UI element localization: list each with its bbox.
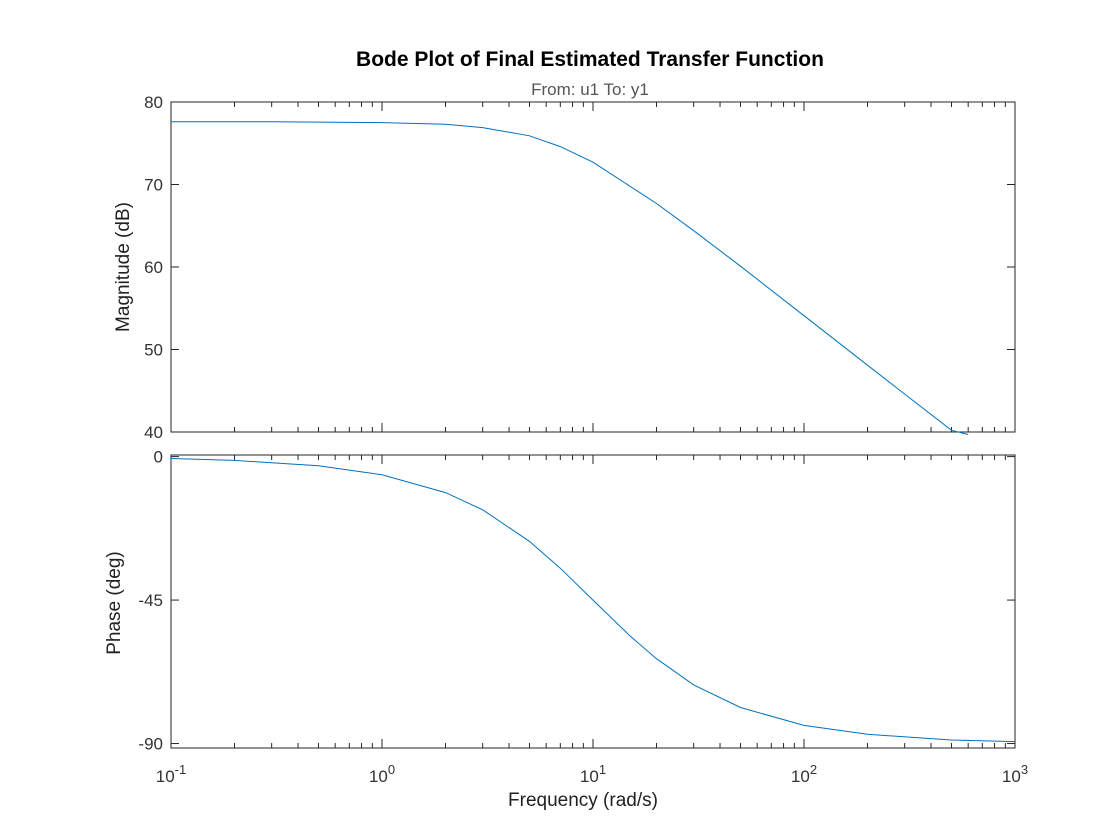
- x-tick-label: 100: [369, 762, 395, 786]
- phase-ytick-label: 0: [154, 448, 163, 467]
- magnitude-series-line: [171, 121, 969, 435]
- x-tick-exponent: 1: [599, 762, 606, 777]
- x-tick-label: 101: [580, 762, 606, 786]
- x-tick-label: 103: [1002, 762, 1028, 786]
- magnitude-ytick-label: 60: [144, 258, 163, 277]
- x-tick-exponent: -1: [175, 762, 187, 777]
- phase-axis-label: Phase (deg): [104, 551, 125, 655]
- x-tick-label: 102: [791, 762, 817, 786]
- phase-axes-frame: [170, 454, 1016, 749]
- magnitude-ytick-label: 40: [144, 423, 163, 442]
- x-tick-base: 10: [580, 767, 599, 786]
- magnitude-axis-label: Magnitude (dB): [113, 202, 134, 332]
- x-tick-label: 10-1: [156, 762, 186, 786]
- chart-title: Bode Plot of Final Estimated Transfer Fu…: [356, 48, 824, 71]
- magnitude-axes-frame: [170, 101, 1016, 433]
- x-tick-base: 10: [369, 767, 388, 786]
- x-tick-exponent: 3: [1021, 762, 1028, 777]
- magnitude-ytick-label: 80: [144, 93, 163, 112]
- x-tick-labels: 10-1 100 101 102 103: [156, 762, 1028, 786]
- x-tick-exponent: 0: [388, 762, 395, 777]
- magnitude-ytick-label: 50: [144, 341, 163, 360]
- phase-panel: 0 -45 -90: [138, 448, 1016, 754]
- x-tick-base: 10: [1002, 767, 1021, 786]
- x-tick-exponent: 2: [810, 762, 817, 777]
- x-axis-label: Frequency (rad/s): [508, 790, 658, 811]
- x-tick-base: 10: [791, 767, 810, 786]
- phase-ytick-label: -90: [138, 735, 163, 754]
- phase-series-line: [170, 458, 1016, 743]
- magnitude-panel: 40 50 60 70 80: [144, 93, 1016, 442]
- phase-ytick-label: -45: [138, 591, 163, 610]
- magnitude-ytick-label: 70: [144, 176, 163, 195]
- x-tick-base: 10: [156, 767, 175, 786]
- chart-subtitle: From: u1 To: y1: [531, 80, 649, 99]
